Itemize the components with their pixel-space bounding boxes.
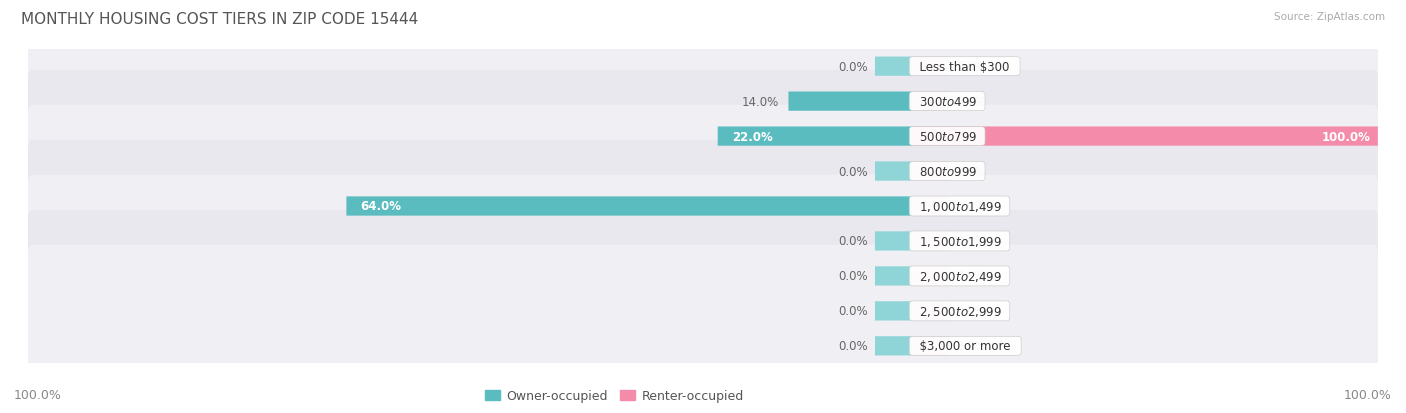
Text: 0.0%: 0.0% [956, 270, 986, 283]
Text: 0.0%: 0.0% [838, 270, 868, 283]
Text: $300 to $499: $300 to $499 [912, 95, 981, 108]
Text: $500 to $799: $500 to $799 [912, 130, 981, 143]
FancyBboxPatch shape [21, 36, 1385, 238]
FancyBboxPatch shape [21, 245, 1385, 413]
Text: 14.0%: 14.0% [742, 95, 779, 108]
FancyBboxPatch shape [717, 127, 912, 146]
FancyBboxPatch shape [875, 337, 912, 356]
Text: 0.0%: 0.0% [956, 305, 986, 318]
FancyBboxPatch shape [21, 175, 1385, 377]
Text: $800 to $999: $800 to $999 [912, 165, 981, 178]
Text: 64.0%: 64.0% [360, 200, 401, 213]
FancyBboxPatch shape [21, 210, 1385, 412]
Text: 0.0%: 0.0% [838, 339, 868, 352]
FancyBboxPatch shape [875, 232, 912, 251]
Text: $2,500 to $2,999: $2,500 to $2,999 [912, 304, 1007, 318]
Text: 0.0%: 0.0% [838, 165, 868, 178]
Text: 0.0%: 0.0% [956, 95, 986, 108]
FancyBboxPatch shape [346, 197, 912, 216]
Text: 0.0%: 0.0% [838, 235, 868, 248]
Text: MONTHLY HOUSING COST TIERS IN ZIP CODE 15444: MONTHLY HOUSING COST TIERS IN ZIP CODE 1… [21, 12, 419, 27]
Text: 0.0%: 0.0% [956, 61, 986, 74]
FancyBboxPatch shape [912, 92, 949, 112]
FancyBboxPatch shape [912, 337, 949, 356]
Text: 22.0%: 22.0% [731, 130, 772, 143]
Text: $1,500 to $1,999: $1,500 to $1,999 [912, 235, 1007, 248]
Text: 100.0%: 100.0% [14, 388, 62, 401]
Text: 0.0%: 0.0% [956, 339, 986, 352]
Text: 100.0%: 100.0% [1322, 130, 1371, 143]
FancyBboxPatch shape [875, 162, 912, 181]
Text: 0.0%: 0.0% [956, 165, 986, 178]
FancyBboxPatch shape [912, 162, 949, 181]
FancyBboxPatch shape [875, 267, 912, 286]
Text: 0.0%: 0.0% [838, 61, 868, 74]
FancyBboxPatch shape [789, 92, 912, 112]
Text: 0.0%: 0.0% [956, 200, 986, 213]
Text: $2,000 to $2,499: $2,000 to $2,499 [912, 269, 1007, 283]
FancyBboxPatch shape [21, 106, 1385, 307]
FancyBboxPatch shape [21, 140, 1385, 342]
Text: 100.0%: 100.0% [1344, 388, 1392, 401]
Text: 0.0%: 0.0% [838, 305, 868, 318]
Text: Less than $300: Less than $300 [912, 61, 1017, 74]
Text: $3,000 or more: $3,000 or more [912, 339, 1018, 352]
FancyBboxPatch shape [912, 197, 949, 216]
FancyBboxPatch shape [21, 0, 1385, 168]
FancyBboxPatch shape [912, 127, 1378, 146]
FancyBboxPatch shape [912, 232, 949, 251]
FancyBboxPatch shape [912, 301, 949, 321]
FancyBboxPatch shape [875, 57, 912, 76]
FancyBboxPatch shape [21, 1, 1385, 203]
FancyBboxPatch shape [21, 71, 1385, 273]
FancyBboxPatch shape [912, 267, 949, 286]
Legend: Owner-occupied, Renter-occupied: Owner-occupied, Renter-occupied [481, 385, 749, 408]
FancyBboxPatch shape [912, 57, 949, 76]
Text: Source: ZipAtlas.com: Source: ZipAtlas.com [1274, 12, 1385, 22]
Text: $1,000 to $1,499: $1,000 to $1,499 [912, 199, 1007, 214]
Text: 0.0%: 0.0% [956, 235, 986, 248]
FancyBboxPatch shape [875, 301, 912, 321]
